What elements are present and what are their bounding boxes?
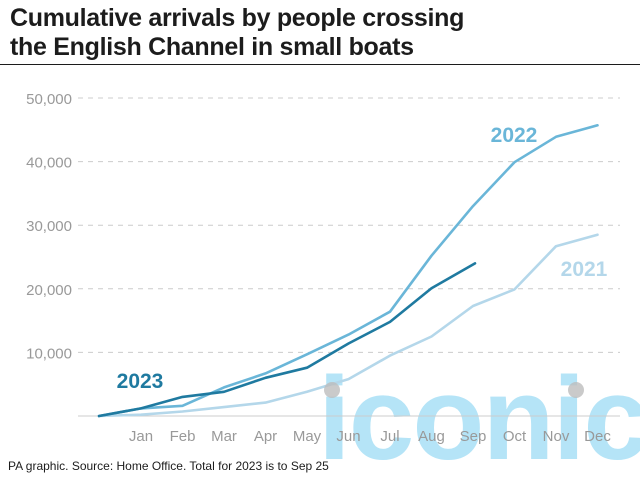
y-axis-ticks: 10,000 20,000 30,000 40,000 50,000 xyxy=(26,91,72,362)
x-tick-label: May xyxy=(293,428,322,445)
series-lines xyxy=(97,124,599,418)
watermark-dot xyxy=(324,382,340,398)
chart-title: Cumulative arrivals by people crossing t… xyxy=(10,4,630,62)
x-tick-label: Sep xyxy=(460,428,487,445)
y-tick-label: 30,000 xyxy=(26,218,72,235)
x-tick-label: Feb xyxy=(170,428,196,445)
x-tick-label: Apr xyxy=(254,428,277,445)
x-tick-label: Jan xyxy=(129,428,153,445)
series-label-2022: 2022 xyxy=(491,124,538,147)
series-label-2023: 2023 xyxy=(117,370,164,393)
series-line-2022 xyxy=(97,124,599,418)
y-tick-label: 20,000 xyxy=(26,282,72,299)
x-tick-label: Oct xyxy=(503,428,527,445)
series-label-2021: 2021 xyxy=(561,258,608,281)
x-tick-label: Jun xyxy=(336,428,360,445)
title-line-1: Cumulative arrivals by people crossing xyxy=(10,4,465,32)
y-tick-label: 40,000 xyxy=(26,155,72,172)
source-note: PA graphic. Source: Home Office. Total f… xyxy=(8,459,329,473)
y-tick-label: 50,000 xyxy=(26,91,72,108)
x-tick-label: Aug xyxy=(418,428,445,445)
y-tick-label: 10,000 xyxy=(26,345,72,362)
watermark-logo: iconic xyxy=(318,353,640,485)
x-axis-ticks: Jan Feb Mar Apr May Jun Jul Aug Sep Oct Nov Dec xyxy=(129,428,611,445)
x-tick-label: Mar xyxy=(211,428,237,445)
gridlines xyxy=(78,97,620,417)
series-line-2021 xyxy=(97,233,599,418)
x-tick-label: Dec xyxy=(584,428,611,445)
series-labels: 2021 2022 2023 xyxy=(117,124,608,393)
title-rule xyxy=(0,64,640,65)
series-line-2023 xyxy=(97,262,477,418)
watermark-dot xyxy=(568,382,584,398)
title-line-2: the English Channel in small boats xyxy=(10,33,414,61)
x-tick-label: Nov xyxy=(543,428,570,445)
x-tick-label: Jul xyxy=(380,428,399,445)
